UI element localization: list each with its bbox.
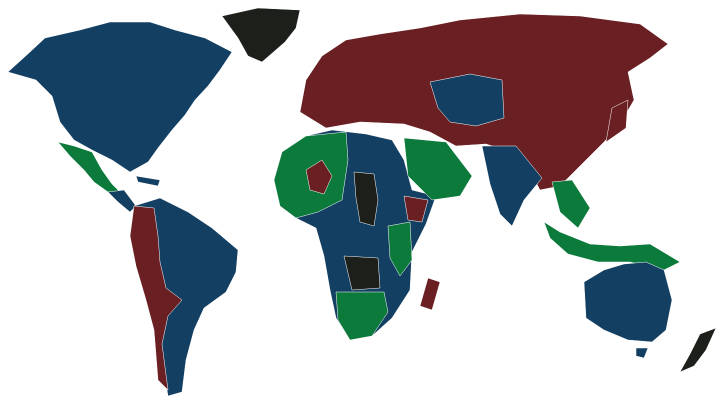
madagascar [419, 277, 441, 311]
new-zealand [679, 327, 717, 373]
central-africa-black [343, 255, 381, 291]
southern-africa [335, 291, 389, 341]
central-america [107, 189, 137, 213]
southeast-asia [551, 179, 591, 229]
central-asia [429, 73, 505, 127]
andes-region [129, 205, 183, 391]
australia [583, 261, 673, 343]
middle-east [403, 137, 473, 201]
sahel-red [305, 159, 333, 195]
sudan-chad [353, 171, 379, 227]
tasmania [635, 347, 649, 359]
indonesia [543, 221, 681, 271]
caribbean [135, 175, 161, 187]
india [481, 145, 543, 227]
east-africa-green [387, 221, 413, 277]
north-america [7, 21, 233, 173]
horn-africa [403, 195, 429, 223]
greenland [221, 7, 301, 63]
japan [605, 99, 629, 143]
